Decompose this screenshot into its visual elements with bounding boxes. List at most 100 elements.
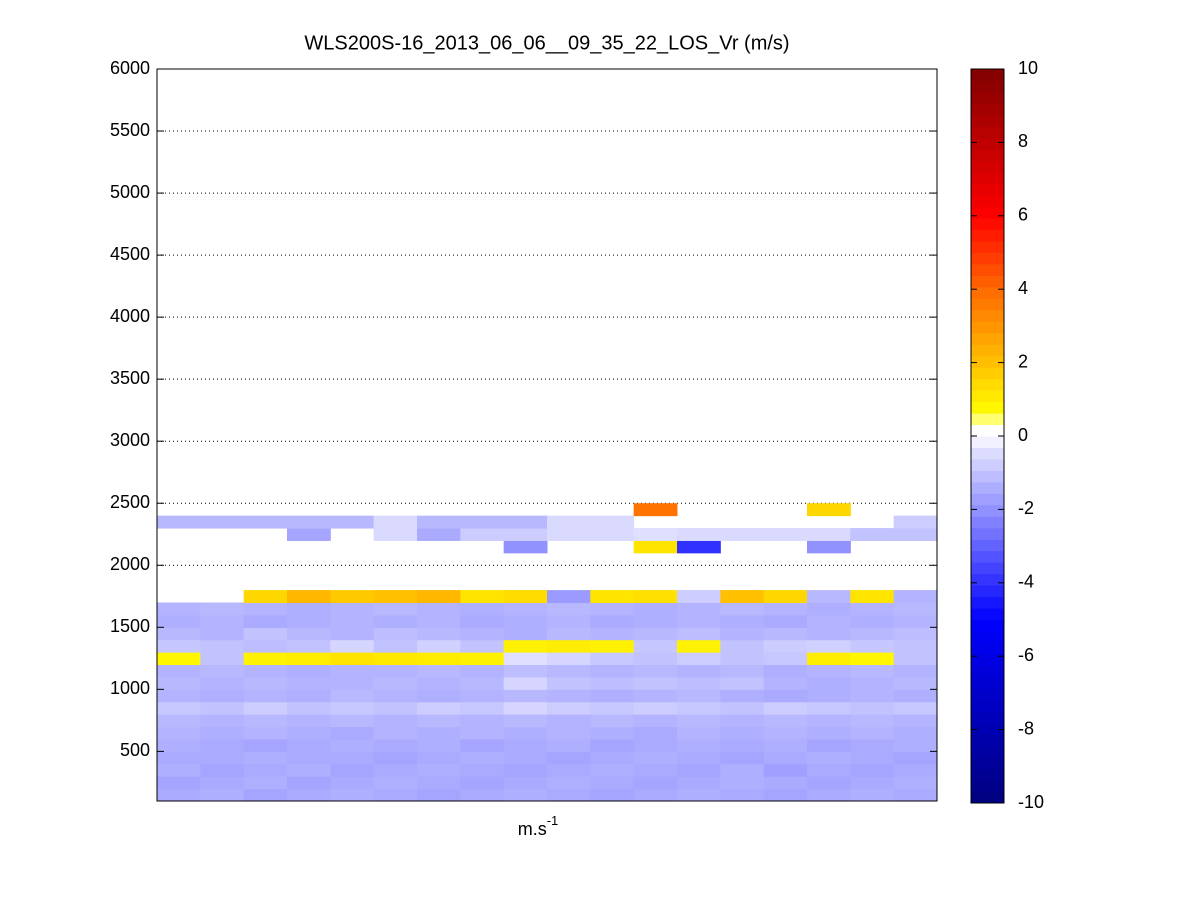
heatmap-cell xyxy=(503,540,548,554)
colorbar-tick-label: 10 xyxy=(1018,58,1038,78)
heatmap-cell xyxy=(893,614,938,628)
heatmap-cell xyxy=(417,602,461,616)
heatmap-cell xyxy=(503,763,548,777)
x-axis-label-base: m.s xyxy=(518,819,547,839)
heatmap-cell xyxy=(763,738,808,752)
heatmap-cell xyxy=(417,776,461,790)
heatmap-cell xyxy=(503,602,548,616)
heatmap-cell xyxy=(330,602,375,616)
colorbar-step xyxy=(971,539,1004,552)
heatmap-cell xyxy=(460,738,505,752)
heatmap-cell xyxy=(590,689,635,703)
heatmap-cell xyxy=(373,528,418,541)
heatmap-cell xyxy=(460,664,505,678)
heatmap-cell xyxy=(287,602,331,616)
heatmap-cell xyxy=(547,664,591,678)
colorbar-tick-label: 2 xyxy=(1018,351,1028,371)
heatmap-cell xyxy=(547,701,591,715)
heatmap-cell xyxy=(547,614,591,628)
colorbar-tick-label: -8 xyxy=(1018,718,1034,738)
heatmap-cell xyxy=(893,676,938,690)
heatmap-cell xyxy=(850,788,895,802)
heatmap-cell xyxy=(330,639,375,653)
colorbar-step xyxy=(971,585,1004,598)
heatmap-cell xyxy=(243,751,288,765)
heatmap-cell xyxy=(287,726,331,740)
heatmap-cell xyxy=(590,602,635,616)
colorbar-step xyxy=(971,103,1004,116)
heatmap-cell xyxy=(373,726,418,740)
heatmap-cell xyxy=(417,664,461,678)
heatmap-cell xyxy=(720,528,765,541)
heatmap-cell xyxy=(633,788,678,802)
heatmap-cell xyxy=(763,639,808,653)
heatmap-cell xyxy=(807,652,851,666)
heatmap-cell xyxy=(677,602,721,616)
heatmap-cell xyxy=(460,701,505,715)
colorbar-step xyxy=(971,688,1004,701)
heatmap-cell xyxy=(373,676,418,690)
colorbar-step xyxy=(971,160,1004,173)
heatmap-cell xyxy=(503,614,548,628)
heatmap-cell xyxy=(503,788,548,802)
y-tick-label: 3500 xyxy=(110,368,150,388)
heatmap-cell xyxy=(850,614,895,628)
heatmap-cell xyxy=(503,701,548,715)
heatmap-cell xyxy=(330,738,375,752)
heatmap-cell xyxy=(417,763,461,777)
heatmap-cell xyxy=(633,639,678,653)
heatmap-cell xyxy=(417,639,461,653)
heatmap-cell xyxy=(807,614,851,628)
heatmap-cell xyxy=(287,788,331,802)
colorbar-step xyxy=(971,91,1004,104)
heatmap-cell xyxy=(807,714,851,728)
heatmap-cell xyxy=(850,528,895,541)
heatmap-cell xyxy=(590,701,635,715)
heatmap-cell xyxy=(417,528,461,541)
heatmap-cell xyxy=(590,614,635,628)
heatmap-cell xyxy=(503,515,548,529)
heatmap-cell xyxy=(677,676,721,690)
heatmap-cell xyxy=(677,590,721,603)
heatmap-cell xyxy=(330,614,375,628)
heatmap-cell xyxy=(460,676,505,690)
heatmap-cell xyxy=(287,738,331,752)
heatmap-cell xyxy=(633,738,678,752)
heatmap-cell xyxy=(850,751,895,765)
heatmap-cell xyxy=(157,776,201,790)
heatmap-cell xyxy=(200,639,245,653)
heatmap-cell xyxy=(850,738,895,752)
heatmap-cell xyxy=(893,515,938,529)
heatmap-cell xyxy=(590,714,635,728)
heatmap-cell xyxy=(590,639,635,653)
heatmap-cell xyxy=(460,627,505,641)
heatmap-cell xyxy=(677,627,721,641)
colorbar-step xyxy=(971,149,1004,162)
heatmap-cell xyxy=(373,627,418,641)
heatmap-cell xyxy=(287,528,331,541)
heatmap-cell xyxy=(373,602,418,616)
heatmap-cell xyxy=(373,664,418,678)
heatmap-cell xyxy=(720,726,765,740)
colorbar-tick-label: 0 xyxy=(1018,425,1028,445)
heatmap-cell xyxy=(547,515,591,529)
heatmap-cell xyxy=(200,689,245,703)
heatmap-cell xyxy=(200,652,245,666)
heatmap-cell xyxy=(547,639,591,653)
heatmap-cell xyxy=(893,664,938,678)
heatmap-cell xyxy=(243,763,288,777)
heatmap-cell xyxy=(373,751,418,765)
colorbar-tick-label: 6 xyxy=(1018,205,1028,225)
heatmap-cell xyxy=(200,738,245,752)
heatmap-cell xyxy=(720,676,765,690)
heatmap-cell xyxy=(547,763,591,777)
heatmap-cell xyxy=(547,602,591,616)
heatmap-cell xyxy=(677,540,721,554)
heatmap-cell xyxy=(243,689,288,703)
heatmap-cell xyxy=(243,614,288,628)
heatmap-cell xyxy=(807,528,851,541)
heatmap-cell xyxy=(547,751,591,765)
heatmap-cell xyxy=(807,503,851,517)
colorbar-step xyxy=(971,527,1004,540)
